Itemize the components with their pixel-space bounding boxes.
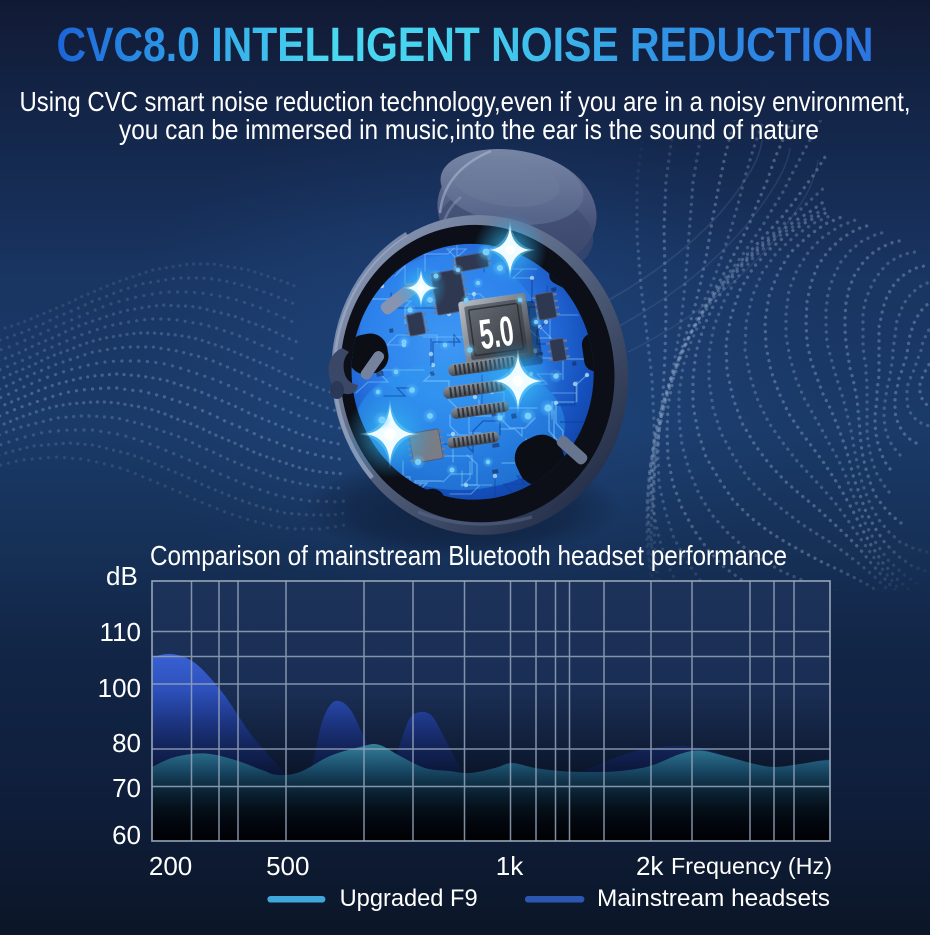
svg-text:60: 60 bbox=[112, 820, 141, 850]
svg-text:1k: 1k bbox=[496, 851, 524, 881]
svg-text:80: 80 bbox=[112, 728, 141, 758]
svg-text:500: 500 bbox=[266, 851, 309, 881]
svg-text:200: 200 bbox=[149, 851, 192, 881]
svg-text:Comparison of mainstream Bluet: Comparison of mainstream Bluetooth heads… bbox=[150, 540, 787, 571]
svg-text:Mainstream headsets: Mainstream headsets bbox=[597, 885, 830, 912]
svg-text:you can be immersed in music,i: you can be immersed in music,into the ea… bbox=[119, 114, 819, 145]
svg-text:Frequency (Hz): Frequency (Hz) bbox=[671, 853, 832, 879]
svg-text:100: 100 bbox=[98, 673, 141, 703]
svg-text:2k: 2k bbox=[636, 851, 664, 881]
svg-text:Upgraded F9: Upgraded F9 bbox=[340, 885, 478, 912]
svg-text:70: 70 bbox=[112, 773, 141, 803]
svg-text:Using CVC smart noise reductio: Using CVC smart noise reduction technolo… bbox=[20, 86, 911, 117]
svg-text:110: 110 bbox=[100, 617, 141, 647]
svg-text:dB: dB bbox=[106, 561, 138, 591]
svg-text:CVC8.0 INTELLIGENT NOISE REDUC: CVC8.0 INTELLIGENT NOISE REDUCTION bbox=[57, 19, 874, 72]
